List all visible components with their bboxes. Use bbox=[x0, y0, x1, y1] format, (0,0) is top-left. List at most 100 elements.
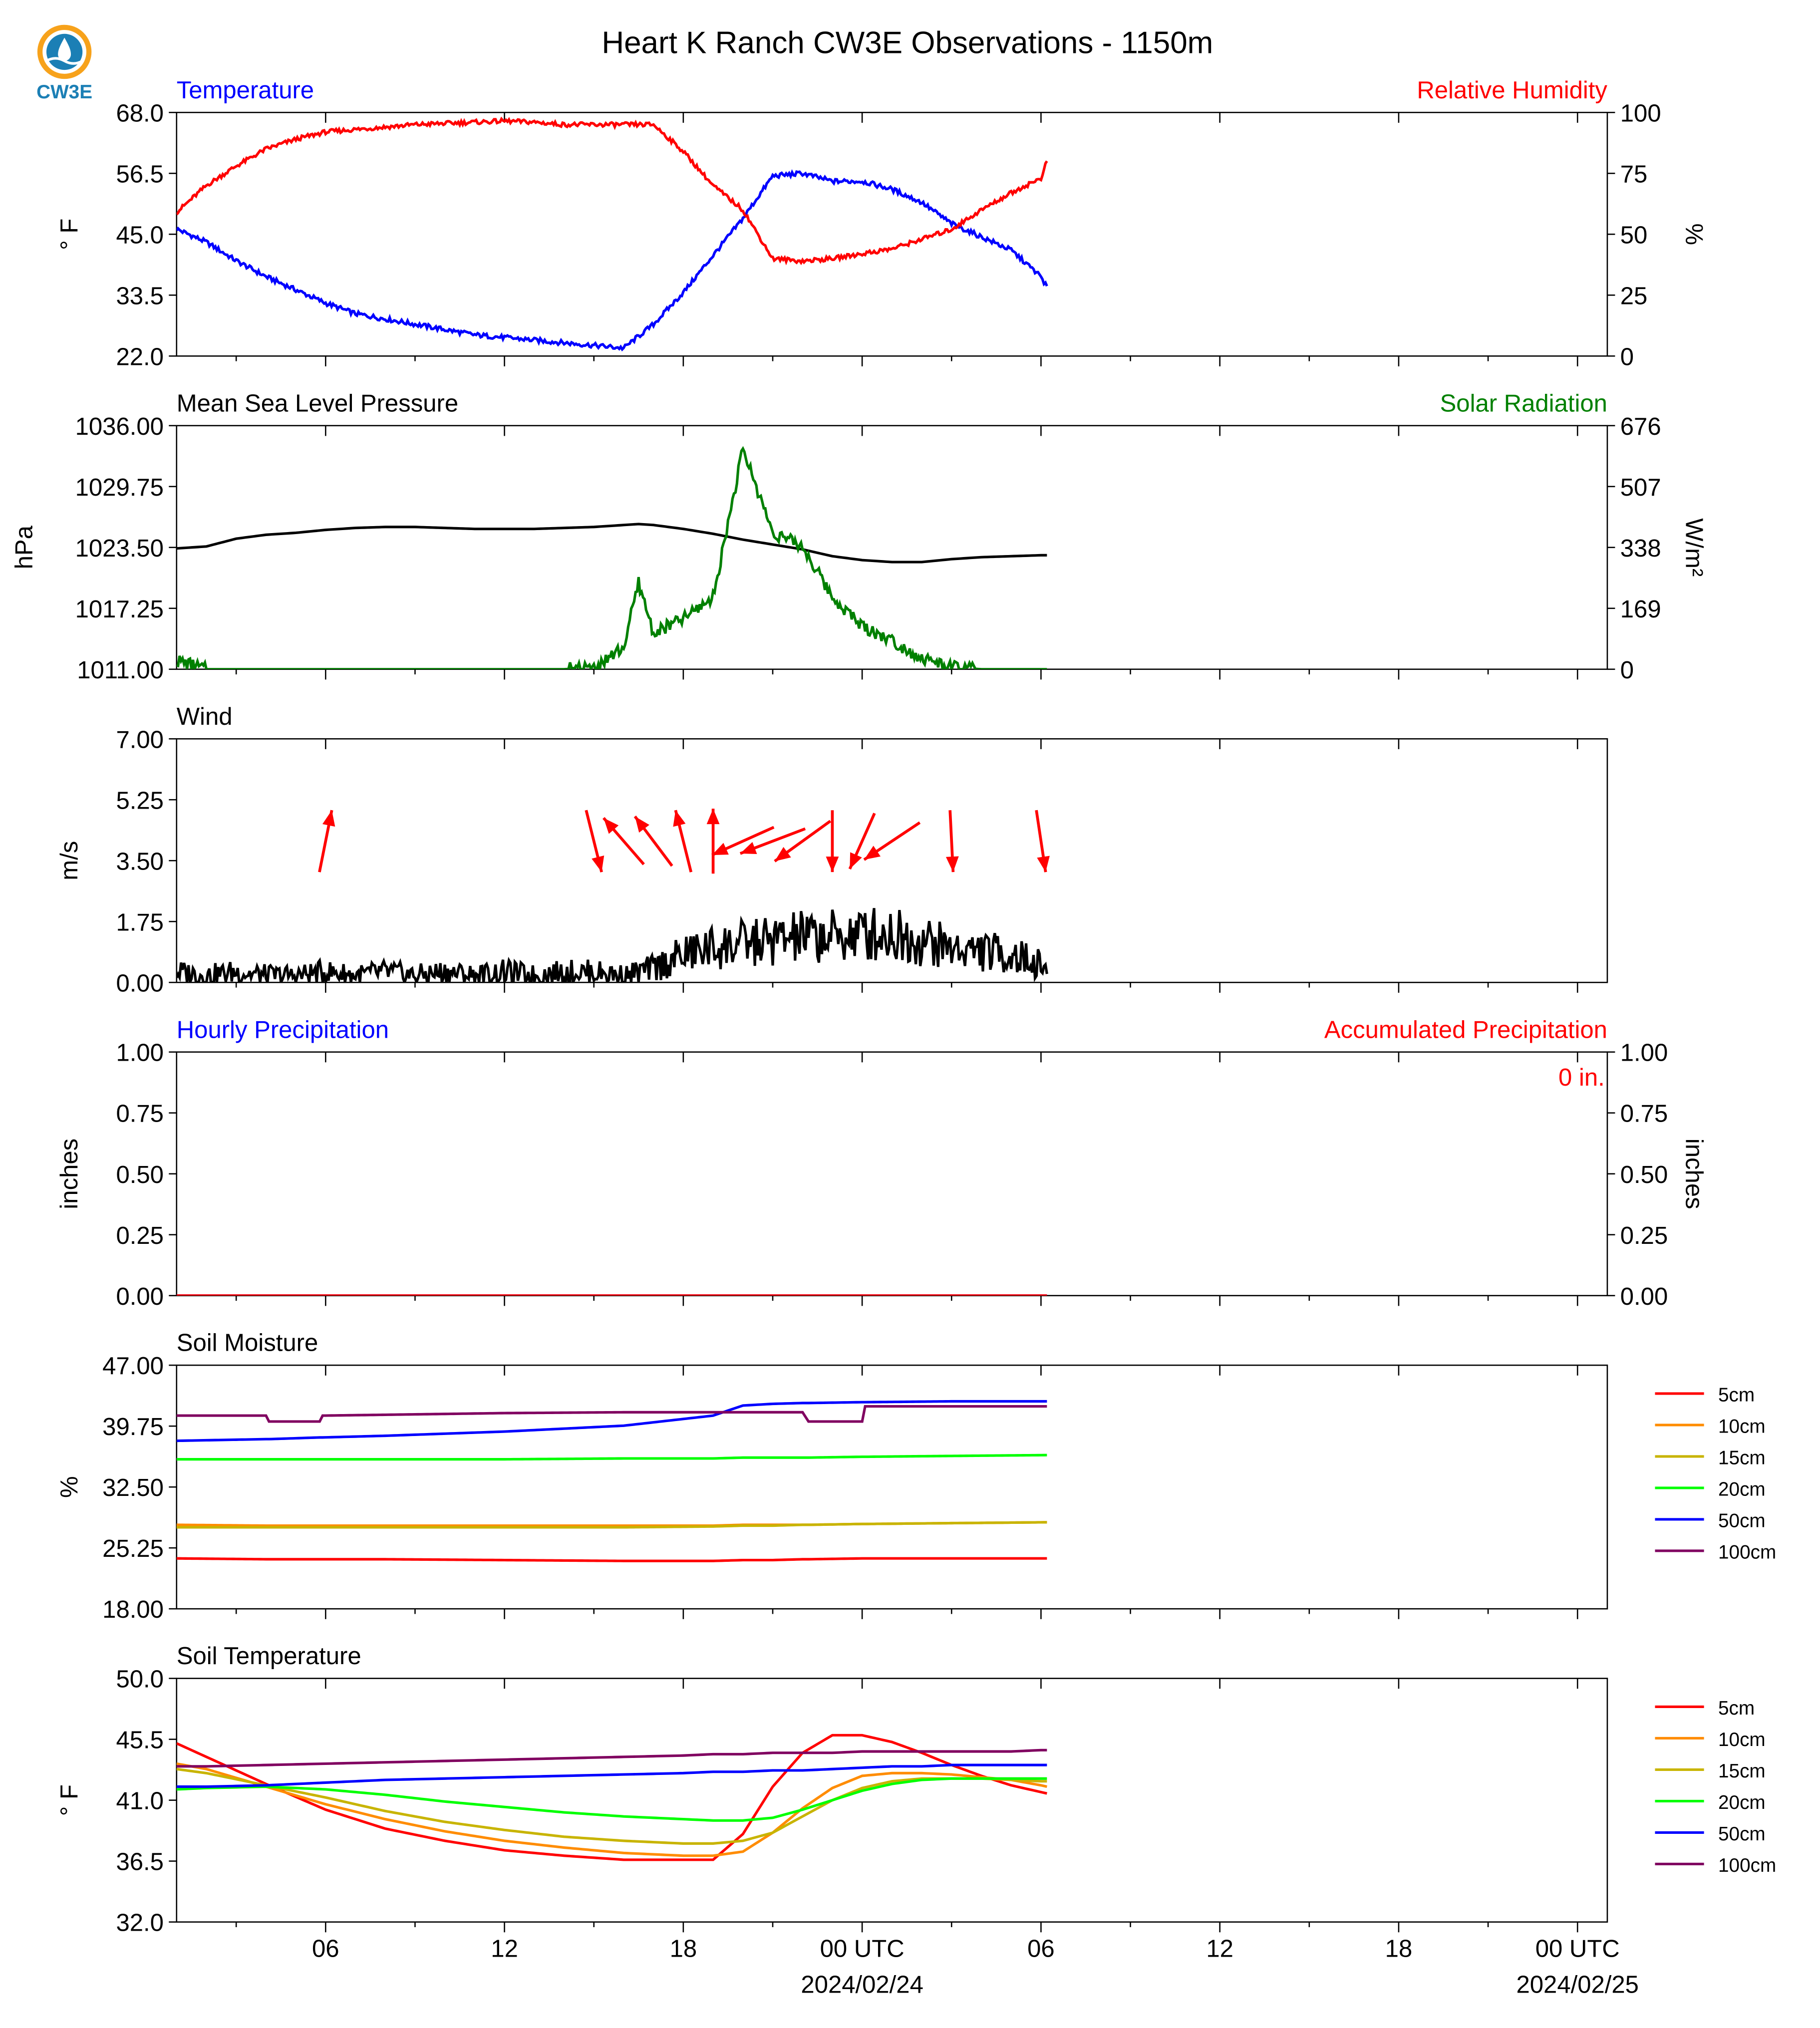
x-tick-label: 12 bbox=[491, 1935, 518, 1962]
y-tick-label-left: 1.75 bbox=[116, 909, 163, 936]
y-tick-label-left: 33.5 bbox=[116, 283, 163, 309]
legend-label: 15cm bbox=[1718, 1760, 1766, 1782]
y-tick-label-left: 0.75 bbox=[116, 1101, 163, 1128]
y-tick-label-right: 169 bbox=[1620, 596, 1661, 623]
y-tick-label-right: 0 bbox=[1620, 343, 1634, 370]
x-tick-label: 18 bbox=[1385, 1935, 1413, 1962]
panel-temperature: 22.0 33.5 45.0 56.5 68.0 0 25 50 75 100 Temperatur… bbox=[56, 77, 1708, 371]
logo-drop-icon bbox=[58, 37, 71, 61]
legend-label: 15cm bbox=[1718, 1447, 1766, 1468]
panel-soil_moisture: 18.00 25.25 32.50 39.75 47.00 Soil Moisture% 5… bbox=[56, 1330, 1776, 1624]
legend-label: 10cm bbox=[1718, 1416, 1766, 1437]
wind-arrow bbox=[673, 810, 693, 872]
legend-label: 50cm bbox=[1718, 1823, 1766, 1845]
y-tick-label-left: 45.5 bbox=[116, 1727, 163, 1754]
y-tick-label-left: 1011.00 bbox=[77, 657, 164, 684]
y-tick-label-left: 56.5 bbox=[116, 161, 163, 188]
series-line-solar-radiation bbox=[176, 446, 1047, 669]
wind-arrow bbox=[706, 809, 720, 874]
y-tick-label-left: 1036.00 bbox=[75, 413, 164, 440]
y-tick-label-left: 0.00 bbox=[116, 1283, 163, 1310]
y-axis-label-right: % bbox=[1680, 223, 1707, 245]
wind-arrow-head bbox=[706, 809, 720, 825]
panel-title-right: Relative Humidity bbox=[1417, 77, 1607, 104]
y-axis-label-right: W/m² bbox=[1680, 518, 1707, 577]
x-date-label: 2024/02/25 bbox=[1516, 1972, 1638, 1999]
y-tick-label-left: 0.50 bbox=[116, 1161, 163, 1188]
panel-precipitation: 0.00 0.25 0.50 0.75 1.00 0.00 0.25 0.50 0.75 1.00… bbox=[56, 1016, 1708, 1310]
y-tick-label-right: 0.25 bbox=[1620, 1222, 1668, 1249]
x-date-label: 2024/02/24 bbox=[801, 1972, 923, 1999]
logo-ring-icon bbox=[37, 24, 92, 79]
wind-arrow bbox=[585, 810, 605, 872]
x-tick-label: 00 UTC bbox=[820, 1935, 905, 1962]
panel-pressure: 1011.00 1017.25 1023.50 1029.75 1036.00 0 169 3… bbox=[11, 390, 1708, 684]
legend: 5cm 10cm 15cm 20cm 50cm 100cm bbox=[1655, 1698, 1776, 1876]
wind-arrow bbox=[826, 810, 839, 872]
legend-label: 100cm bbox=[1718, 1855, 1776, 1876]
series-line-100cm bbox=[176, 1748, 1047, 1768]
panel-wind: 0.00 1.75 3.50 5.25 7.00 Wind m/s bbox=[56, 703, 1608, 997]
wind-arrow-head bbox=[740, 842, 757, 855]
series-line-50cm bbox=[176, 1400, 1047, 1443]
y-tick-label-left: 18.00 bbox=[102, 1596, 164, 1623]
y-tick-label-left: 0.25 bbox=[116, 1222, 163, 1249]
legend-label: 10cm bbox=[1718, 1729, 1766, 1750]
panel-soil_temperature: 32.0 36.5 41.0 45.5 50.0 Soil Temperature ° F 5… bbox=[56, 1643, 1776, 1998]
y-tick-label-left: 68.0 bbox=[116, 100, 163, 127]
panel-title-left: Mean Sea Level Pressure bbox=[177, 390, 458, 417]
series-line-wind-speed bbox=[176, 908, 1048, 983]
wind-arrow bbox=[603, 817, 645, 866]
legend-label: 5cm bbox=[1718, 1698, 1755, 1719]
y-tick-label-left: 39.75 bbox=[102, 1414, 164, 1441]
y-axis-label-right: inches bbox=[1680, 1139, 1707, 1209]
series-line-20cm bbox=[176, 1777, 1047, 1822]
y-tick-label-left: 32.50 bbox=[102, 1474, 164, 1501]
y-tick-label-left: 0.00 bbox=[116, 970, 163, 997]
y-tick-label-left: 50.0 bbox=[116, 1666, 163, 1693]
y-tick-label-left: 41.0 bbox=[116, 1788, 163, 1815]
legend-label: 5cm bbox=[1718, 1384, 1755, 1406]
series-line-temperature bbox=[176, 169, 1048, 352]
wind-arrow-head bbox=[592, 855, 605, 872]
panel-title-right: Solar Radiation bbox=[1440, 390, 1607, 417]
wind-arrow-head bbox=[945, 856, 959, 872]
legend-label: 100cm bbox=[1718, 1541, 1776, 1563]
panel-title-left: Hourly Precipitation bbox=[177, 1016, 389, 1043]
y-tick-label-right: 507 bbox=[1620, 474, 1661, 501]
y-tick-label-right: 338 bbox=[1620, 535, 1661, 562]
y-axis-label-left: hPa bbox=[11, 525, 38, 569]
x-tick-label: 06 bbox=[1027, 1935, 1055, 1962]
wind-arrow bbox=[711, 826, 775, 857]
legend: 5cm 10cm 15cm 20cm 50cm 100cm bbox=[1655, 1384, 1776, 1563]
panel-title-left: Soil Temperature bbox=[177, 1643, 361, 1670]
y-axis-label-left: inches bbox=[56, 1139, 83, 1209]
legend-label: 50cm bbox=[1718, 1510, 1766, 1531]
y-tick-label-left: 1017.25 bbox=[75, 596, 164, 623]
wind-arrow-head bbox=[322, 810, 335, 827]
series-line-20cm bbox=[176, 1453, 1047, 1461]
legend-label: 20cm bbox=[1718, 1792, 1766, 1813]
series-line-5cm bbox=[176, 1557, 1047, 1562]
series-line-5cm bbox=[176, 1734, 1047, 1861]
y-tick-label-right: 0.00 bbox=[1620, 1283, 1668, 1310]
y-tick-label-left: 22.0 bbox=[116, 343, 163, 370]
y-tick-label-left: 47.00 bbox=[102, 1353, 164, 1380]
y-tick-label-right: 676 bbox=[1620, 413, 1661, 440]
wind-arrow-head bbox=[850, 852, 862, 869]
y-axis-label-left: % bbox=[56, 1476, 83, 1498]
y-tick-label-right: 0.50 bbox=[1620, 1161, 1668, 1188]
chart-panels: 22.0 33.5 45.0 56.5 68.0 0 25 50 75 100 Temperatur… bbox=[11, 77, 1777, 1999]
y-tick-label-left: 5.25 bbox=[116, 787, 163, 814]
wind-arrow bbox=[848, 813, 876, 870]
y-tick-label-right: 1.00 bbox=[1620, 1040, 1668, 1067]
y-tick-label-right: 100 bbox=[1620, 100, 1661, 127]
y-tick-label-right: 75 bbox=[1620, 161, 1648, 188]
wind-arrow-head bbox=[712, 843, 729, 856]
wind-arrow bbox=[945, 810, 959, 872]
figure-title: Heart K Ranch CW3E Observations - 1150m bbox=[602, 26, 1213, 60]
series-line-10cm bbox=[176, 1762, 1047, 1857]
wind-arrow bbox=[863, 821, 921, 861]
x-tick-label: 00 UTC bbox=[1535, 1935, 1620, 1962]
